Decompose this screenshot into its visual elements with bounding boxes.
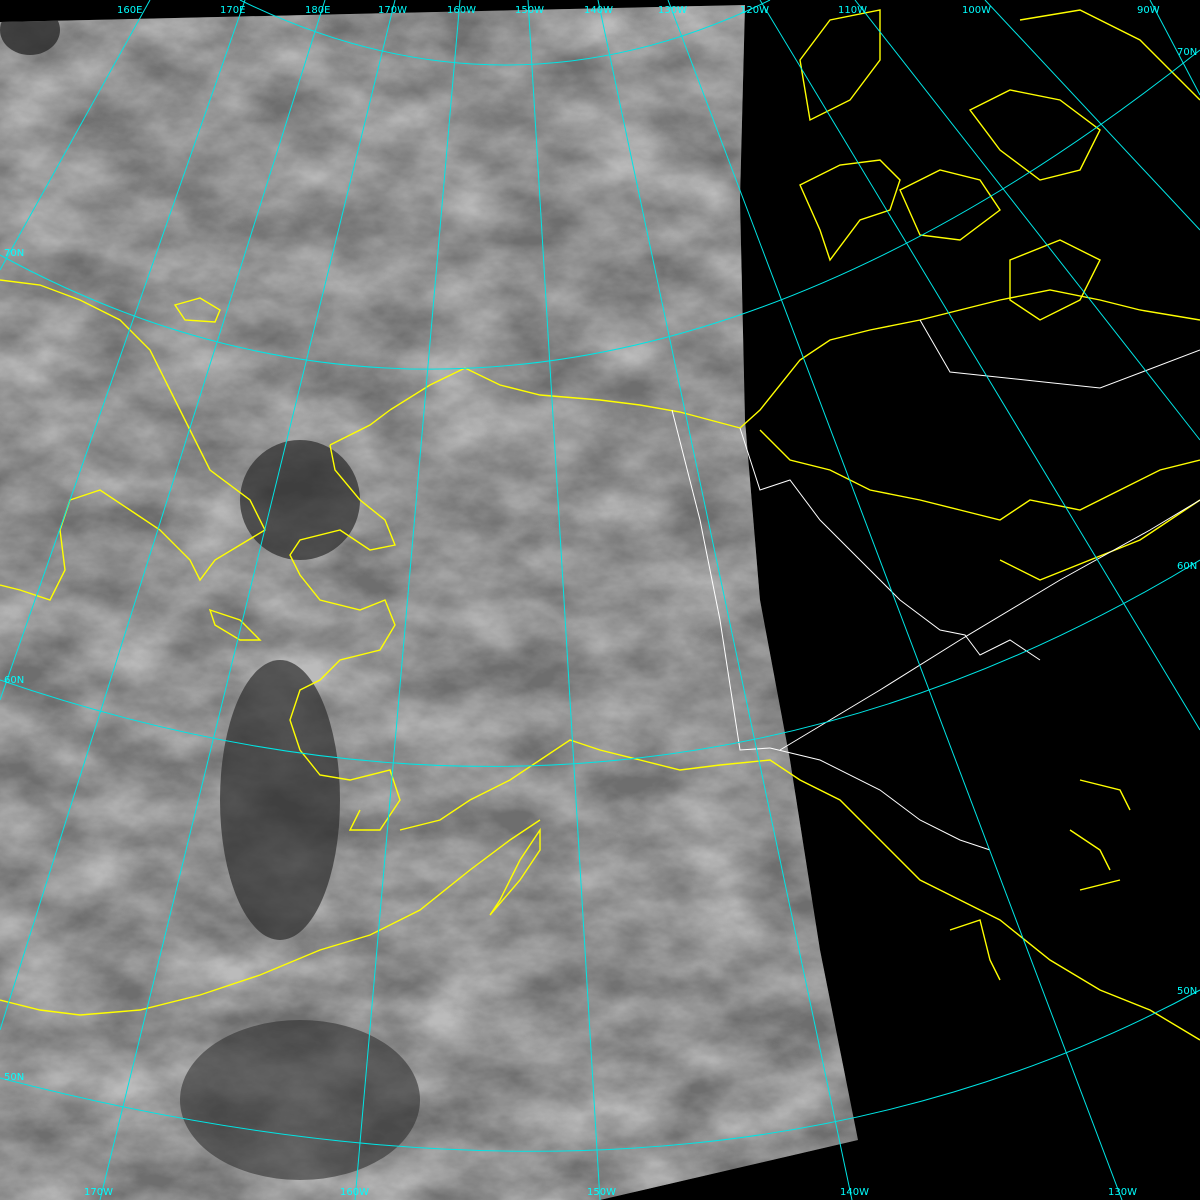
meridian-120w: [759, 0, 1200, 731]
label-60n-right: 60N: [1177, 561, 1197, 572]
aleutian-islands: [0, 819, 541, 1016]
alaska-south-coast: [399, 739, 1200, 1041]
bc-coast: [949, 779, 1131, 981]
label-140w-bottom: 140W: [840, 1187, 869, 1198]
alaska-north-coast: [389, 367, 741, 429]
label-130w-top: 130W: [658, 5, 687, 16]
meridian-180: [0, 0, 326, 1031]
kamchatka-coast: [208, 608, 262, 641]
label-160w-top: 160W: [447, 5, 476, 16]
provincial-border-60n: [779, 499, 1200, 751]
meridian-140w: [597, 0, 853, 1200]
coastlines: [0, 9, 1200, 1041]
label-150w-top: 150W: [515, 5, 544, 16]
alaska-panhandle-border: [769, 747, 991, 851]
meridian-90w: [1149, 0, 1200, 96]
label-150w-bottom: 150W: [587, 1187, 616, 1198]
label-120w-top: 120W: [740, 5, 769, 16]
label-60n-left: 60N: [4, 675, 24, 686]
parallel-50n: [0, 989, 1200, 1152]
label-50n-left: 50N: [4, 1072, 24, 1083]
label-170w-bottom: 170W: [84, 1187, 113, 1198]
meridian-130w: [667, 0, 1123, 1200]
canada-arctic-coast: [739, 289, 1200, 521]
label-70n-right: 70N: [1177, 47, 1197, 58]
meridian-160w: [354, 0, 461, 1200]
hudson-bay-coast: [999, 499, 1200, 581]
kodiak-island: [489, 827, 541, 916]
wrangel-island: [173, 297, 221, 323]
parallel-70n: [0, 49, 1200, 370]
label-90w-top: 90W: [1137, 5, 1160, 16]
label-100w-top: 100W: [962, 5, 991, 16]
label-110w-top: 110W: [838, 5, 867, 16]
parallel-60n: [0, 559, 1200, 767]
meridian-150w: [527, 0, 601, 1200]
label-170w-top: 170W: [378, 5, 407, 16]
graticule-labels: 160E 170E 180E 170W 160W 150W 140W 130W …: [4, 5, 1197, 1198]
meridian-100w: [984, 0, 1200, 231]
meridian-170e: [0, 0, 246, 701]
label-160e: 160E: [117, 5, 142, 16]
political-borders: [671, 319, 1200, 851]
meridian-170w: [99, 0, 396, 1200]
meridian-160e: [0, 0, 151, 271]
meridian-110w: [854, 0, 1200, 441]
label-130w-bottom: 130W: [1108, 1187, 1137, 1198]
label-140w-top: 140W: [584, 5, 613, 16]
yukon-nwt-border: [739, 427, 1041, 661]
label-170e: 170E: [220, 5, 245, 16]
arctic-archipelago: [799, 9, 1200, 321]
label-70n-left: 70N: [4, 248, 24, 259]
label-160w-bottom: 160W: [340, 1187, 369, 1198]
nwt-nunavut-border: [919, 319, 1200, 389]
alaska-canada-border: [671, 409, 771, 751]
label-180e: 180E: [305, 5, 330, 16]
alaska-west-coast: [289, 409, 401, 831]
chukotka-coast: [0, 279, 266, 601]
parallel-80n: [239, 0, 771, 66]
label-50n-right: 50N: [1177, 986, 1197, 997]
